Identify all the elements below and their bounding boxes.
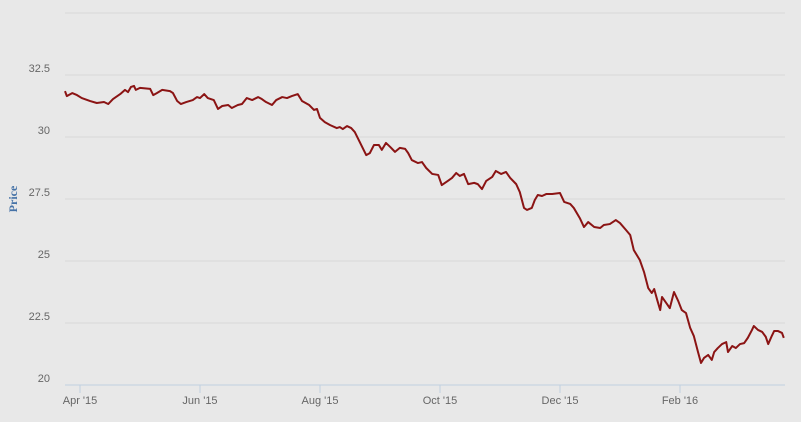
x-tick-label: Jun '15 (182, 395, 217, 407)
x-tick-label: Apr '15 (63, 395, 98, 407)
y-axis-label: Price (6, 185, 20, 212)
x-tick-label: Dec '15 (542, 395, 579, 407)
y-tick-label: 27.5 (29, 187, 50, 199)
price-line (64, 84, 785, 364)
y-tick-label: 22.5 (29, 311, 50, 323)
y-tick-label: 25 (38, 249, 50, 261)
y-tick-label: 32.5 (29, 63, 50, 75)
y-tick-label: 20 (38, 373, 50, 385)
y-tick-label: 30 (38, 125, 50, 137)
x-tick-label: Oct '15 (423, 395, 458, 407)
x-tick-label: Feb '16 (662, 395, 698, 407)
x-tick-label: Aug '15 (302, 395, 339, 407)
